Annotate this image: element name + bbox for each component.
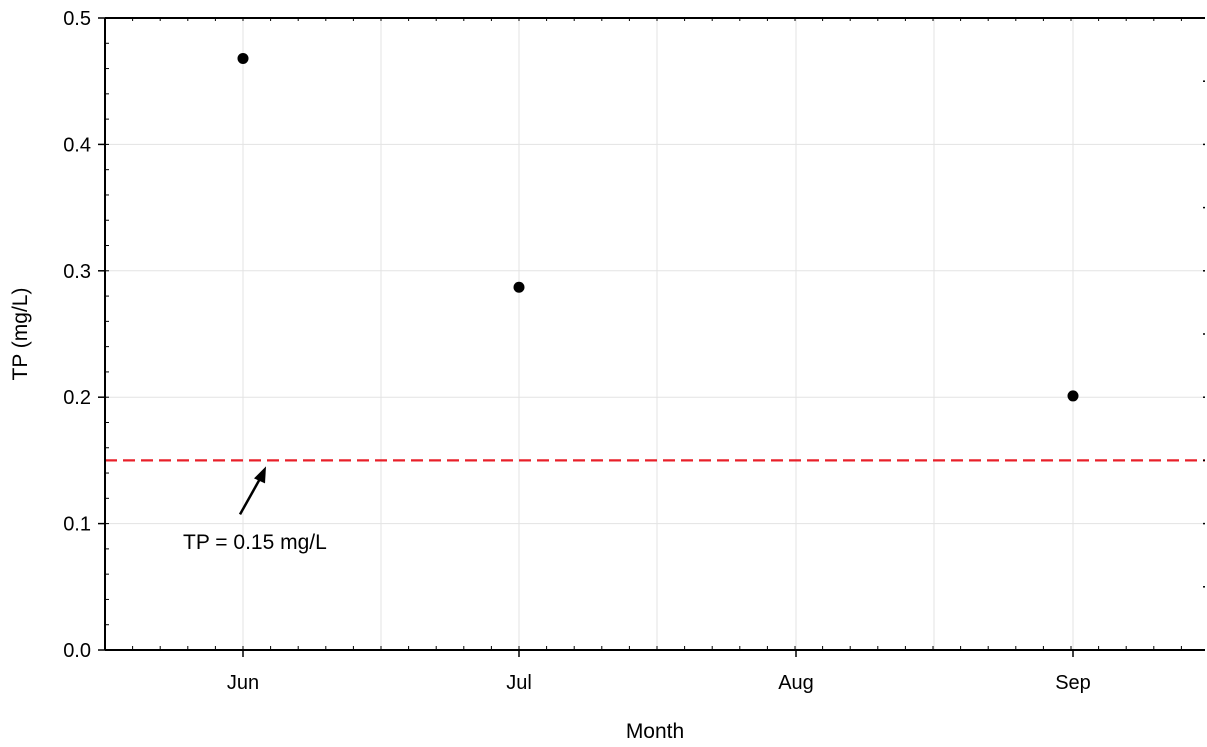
data-point [514, 282, 525, 293]
x-tick-label: Sep [1055, 672, 1091, 694]
x-tick-label: Jul [506, 672, 532, 694]
x-axis-title: Month [626, 720, 684, 743]
data-point [1068, 390, 1079, 401]
y-tick-label: 0.2 [63, 387, 91, 409]
y-tick-label: 0.4 [63, 134, 91, 156]
annotation-arrowhead [254, 466, 266, 483]
y-tick-label: 0.3 [63, 261, 91, 283]
axes [105, 18, 1205, 650]
grid [105, 18, 1205, 650]
x-tick-label: Aug [778, 672, 814, 694]
y-tick-label: 0.5 [63, 8, 91, 30]
y-tick-label: 0.0 [63, 640, 91, 662]
data-point [238, 53, 249, 64]
points [238, 53, 1079, 401]
y-axis-title: TP (mg/L) [9, 288, 32, 381]
reference-line-label: TP = 0.15 mg/L [183, 531, 327, 554]
ticks: 0.0 0.1 0.2 0.3 0.4 0.5 Jun Jul Aug Sep [63, 8, 1205, 694]
annotation: TP = 0.15 mg/L [183, 466, 327, 554]
x-tick-label: Jun [227, 672, 259, 694]
y-tick-label: 0.1 [63, 514, 91, 536]
